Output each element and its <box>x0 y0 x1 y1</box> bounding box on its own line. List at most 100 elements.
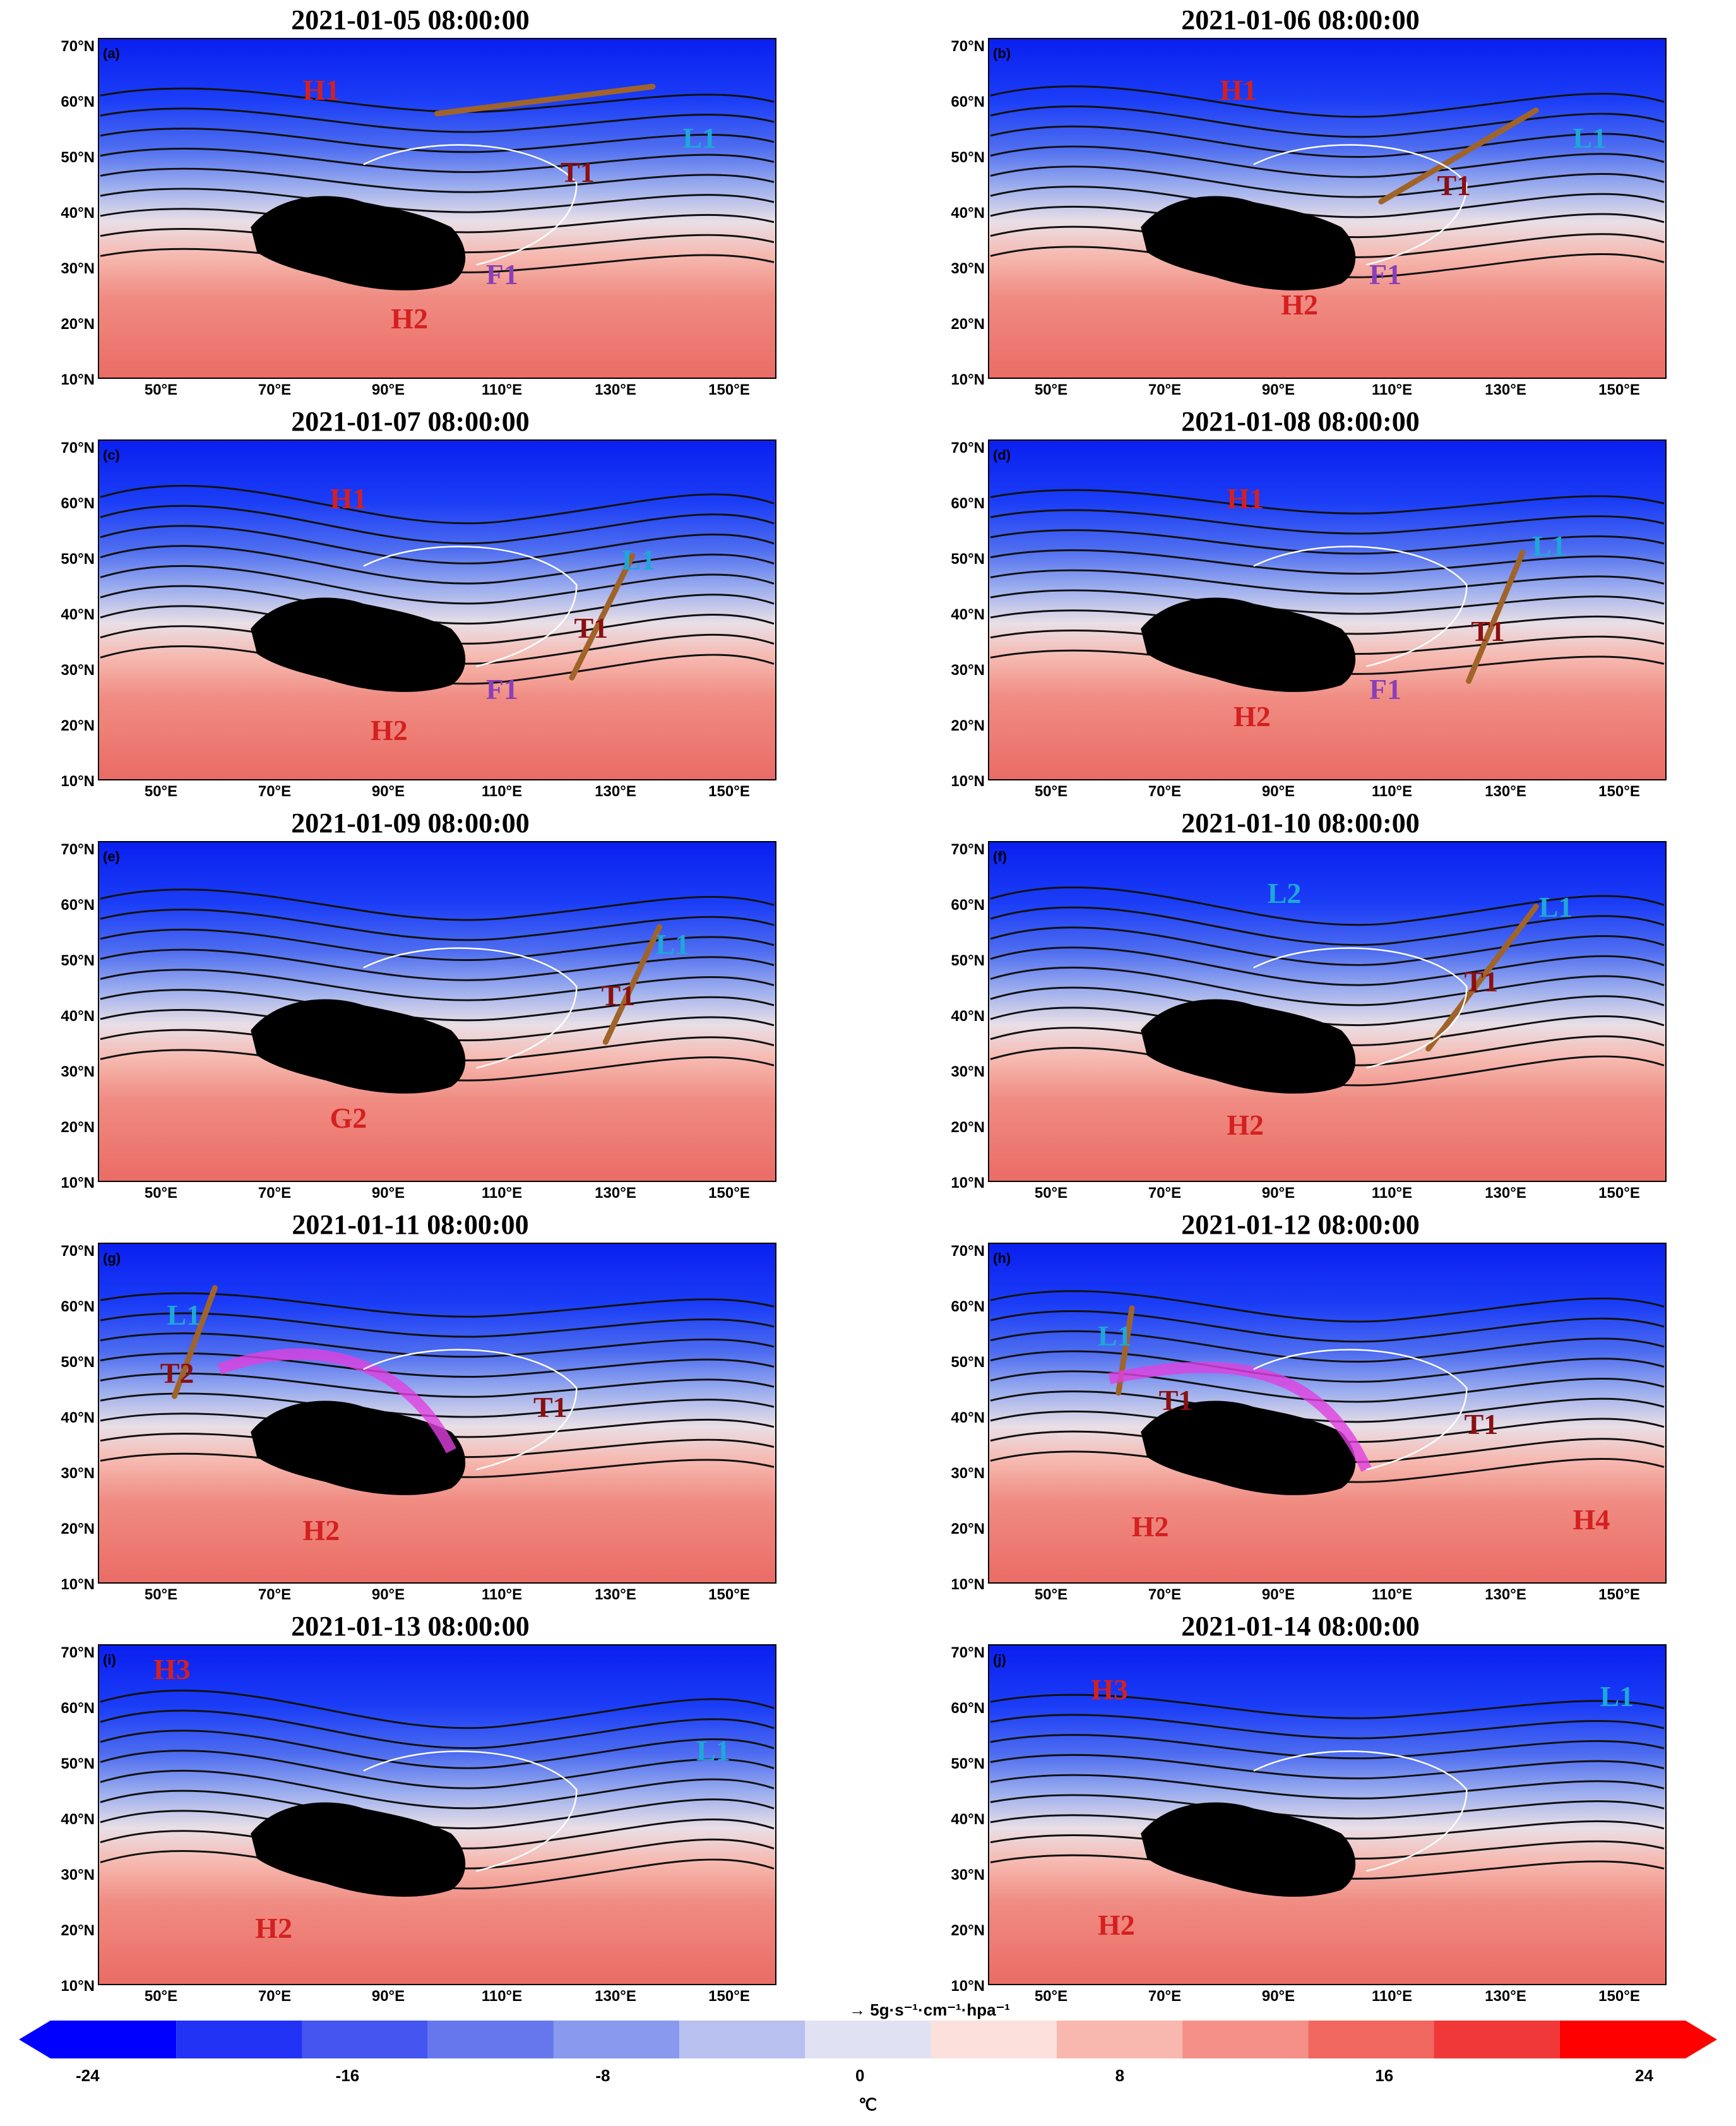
contour-line <box>100 227 775 254</box>
lat-tick: 50°N <box>61 1354 95 1371</box>
contour-line <box>990 1310 1665 1343</box>
vector-reference-label: → 5g·s⁻¹·cm⁻¹·hpa⁻¹ <box>849 2000 1010 2019</box>
contour-line <box>100 147 775 174</box>
contour-line <box>990 165 1665 198</box>
border-outline <box>363 1349 578 1471</box>
map-overlay <box>100 484 775 692</box>
contour-line <box>990 489 1665 515</box>
lat-tick: 50°N <box>61 952 95 969</box>
contour-line <box>990 125 1665 158</box>
system-symbol: L2 <box>1267 877 1302 909</box>
lon-tick: 90°E <box>371 783 405 800</box>
lat-tick: 50°N <box>61 551 95 568</box>
lon-tick: 70°E <box>258 381 292 398</box>
contour-line <box>990 906 1665 946</box>
map-area: (e) L1 T1 G2 <box>98 841 776 1182</box>
colorbar-segment <box>805 2021 931 2058</box>
jet-streak <box>1108 1361 1372 1472</box>
lon-tick: 50°E <box>1034 1988 1068 2005</box>
trough-line <box>602 924 663 1045</box>
lon-tick: 150°E <box>708 1586 750 1603</box>
panel-label: (a) <box>103 45 120 61</box>
colorbar <box>19 2021 1717 2058</box>
lon-tick: 70°E <box>258 1586 292 1603</box>
lon-tick: 90°E <box>371 1988 405 2005</box>
lon-tick: 150°E <box>708 1988 750 2005</box>
lat-tick: 20°N <box>951 717 985 734</box>
lon-tick: 70°E <box>258 783 292 800</box>
contour-line <box>100 1372 775 1398</box>
lon-tick: 130°E <box>1485 783 1526 800</box>
map-overlay <box>100 83 775 290</box>
panel-label: (d) <box>993 447 1011 463</box>
system-symbol: T1 <box>574 612 609 644</box>
colorbar-segment <box>1559 2021 1685 2058</box>
panel-label: (j) <box>993 1652 1006 1668</box>
colorbar-svg <box>19 2021 1717 2058</box>
contour-line <box>100 545 775 585</box>
lon-tick: 70°E <box>1148 1185 1182 1202</box>
map-panel: 2021-01-11 08:00:00 (g) L1 T2 T1 H2 70°N 60°N 50… <box>0 1205 821 1603</box>
system-symbol: T1 <box>1158 1384 1193 1417</box>
system-symbol: F1 <box>1369 673 1402 706</box>
lon-tick: 110°E <box>481 381 523 398</box>
colorbar-segment <box>1182 2021 1309 2058</box>
lon-tick: 50°E <box>1034 1586 1068 1603</box>
lat-tick: 60°N <box>951 495 985 512</box>
border-outline <box>363 546 578 667</box>
system-symbol: T1 <box>1464 1408 1499 1441</box>
lat-tick: 10°N <box>61 1174 95 1191</box>
system-symbol: H3 <box>1091 1673 1129 1706</box>
panel-label: (g) <box>103 1250 121 1266</box>
lon-tick: 50°E <box>144 783 178 800</box>
lon-tick: 150°E <box>1598 381 1640 398</box>
lat-tick: 60°N <box>61 1298 95 1315</box>
system-symbol: H2 <box>1227 1109 1264 1142</box>
lon-tick: 110°E <box>1371 783 1413 800</box>
contour-line <box>990 1006 1665 1046</box>
map-panel: 2021-01-10 08:00:00 (f) L2 L1 T1 H2 70°N 60°N 50… <box>890 803 1711 1202</box>
map-area: (f) L2 L1 T1 H2 <box>988 841 1667 1182</box>
lat-tick: 20°N <box>61 1520 95 1538</box>
contour-line <box>100 1709 775 1749</box>
plateau-mask <box>251 1802 466 1897</box>
colorbar-tick: -16 <box>335 2066 360 2085</box>
lat-tick: 40°N <box>951 1008 985 1025</box>
map-area: (i) H3 L1 H2 <box>98 1644 776 1985</box>
lat-tick: 70°N <box>951 38 985 55</box>
lon-tick: 150°E <box>1598 1586 1640 1603</box>
lat-tick: 50°N <box>951 1354 985 1371</box>
lat-tick: 70°N <box>951 1243 985 1260</box>
lon-tick: 90°E <box>1261 1185 1295 1202</box>
contour-line <box>990 1753 1665 1780</box>
map-overlay <box>990 85 1665 290</box>
system-symbol: T1 <box>1464 965 1499 998</box>
lat-tick: 60°N <box>61 897 95 914</box>
contour-line <box>990 1390 1665 1423</box>
map-area: (b) H1 L1 T1 F1 H2 <box>988 38 1667 379</box>
contour-line <box>100 605 775 645</box>
map-area: (j) H3 L1 H2 <box>988 1644 1667 1985</box>
contour-line <box>990 1350 1665 1383</box>
lon-tick: 90°E <box>1261 783 1295 800</box>
contour-line <box>100 625 775 665</box>
contour-line <box>100 1312 775 1338</box>
map-overlay <box>100 1285 775 1495</box>
lat-tick: 70°N <box>951 841 985 858</box>
border-outline <box>363 947 578 1069</box>
system-symbol: L1 <box>1600 1680 1634 1712</box>
map-panel: 2021-01-13 08:00:00 (i) H3 L1 H2 70°N 60°N 50°N… <box>0 1606 821 2005</box>
colorbar-tick: -8 <box>595 2066 610 2085</box>
lon-tick: 110°E <box>1371 1185 1413 1202</box>
lat-tick: 50°N <box>951 551 985 568</box>
lon-tick: 70°E <box>258 1988 292 2005</box>
contour-line <box>100 1452 775 1478</box>
lat-tick: 20°N <box>61 316 95 333</box>
system-symbol: T1 <box>561 155 595 188</box>
lat-tick: 20°N <box>951 1119 985 1136</box>
contour-line <box>990 947 1665 986</box>
contour-line <box>100 248 775 273</box>
plateau-mask <box>251 999 466 1094</box>
plateau-mask <box>251 196 466 290</box>
contour-line <box>100 645 775 685</box>
